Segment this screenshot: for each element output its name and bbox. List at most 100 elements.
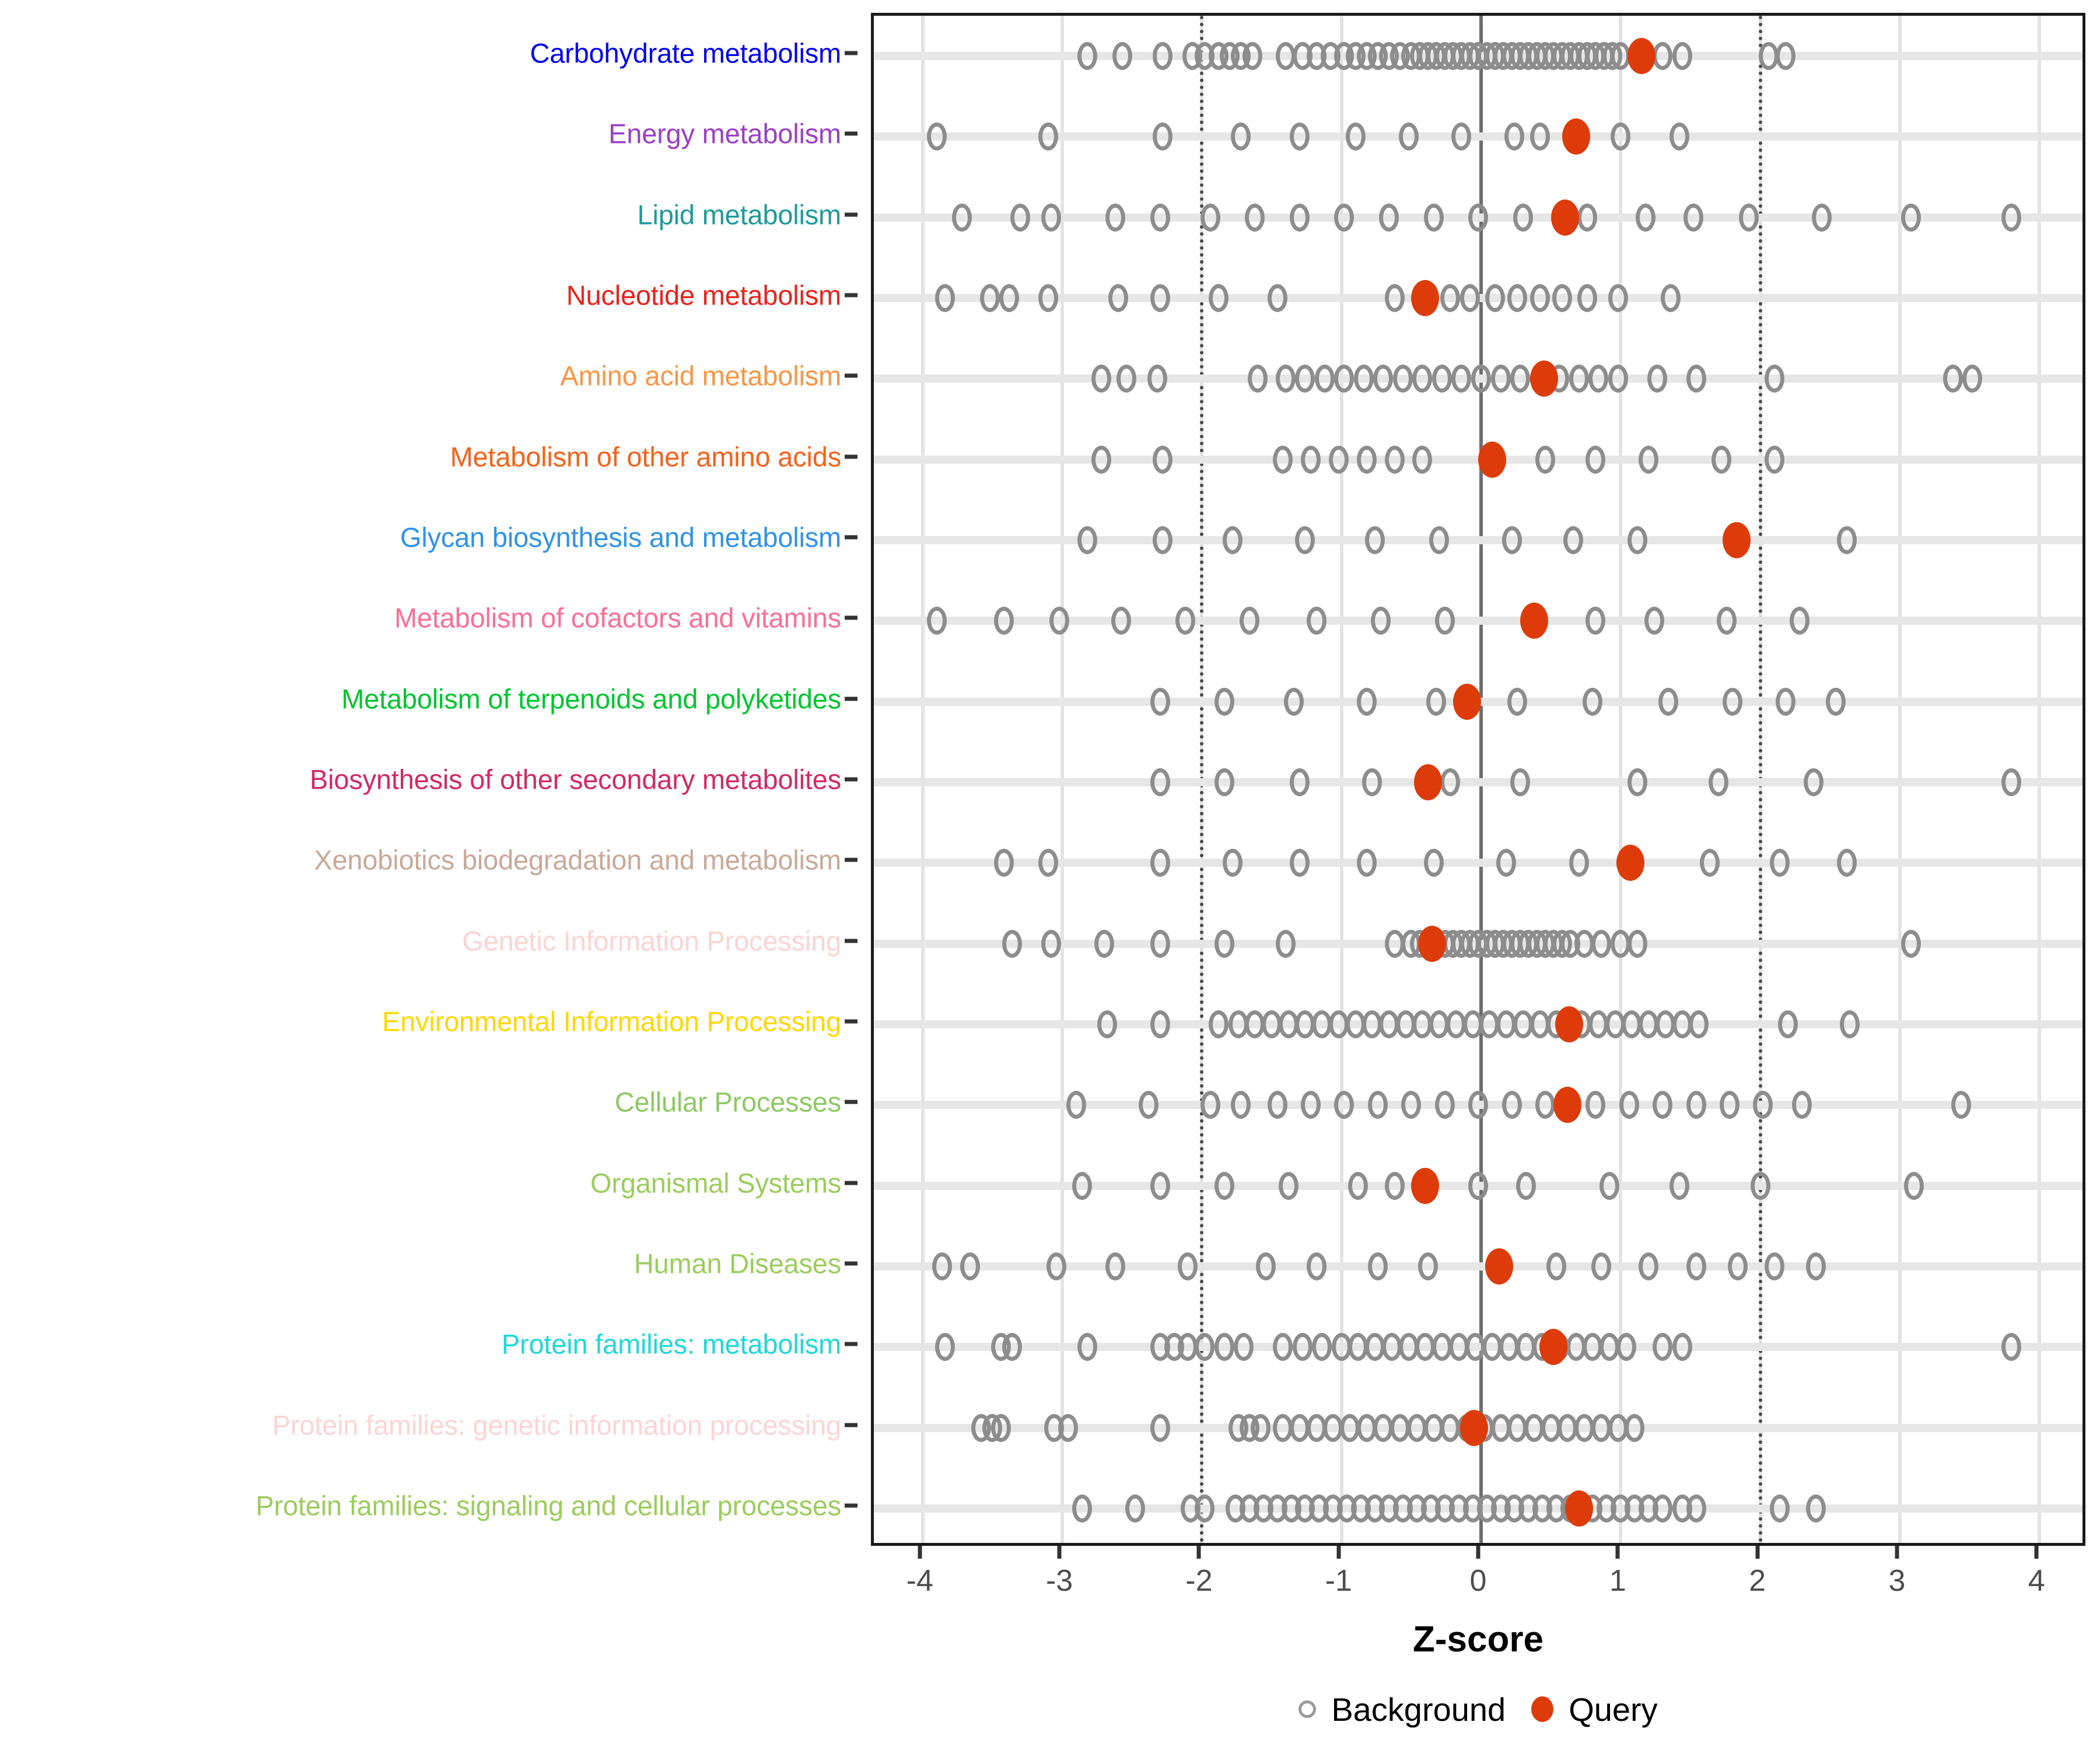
background-point: [1273, 1333, 1293, 1362]
background-point: [1038, 849, 1059, 877]
y-axis-tick: [845, 1342, 858, 1346]
query-point: [1555, 1006, 1583, 1042]
background-point: [1451, 123, 1472, 151]
background-point: [1153, 526, 1173, 555]
background-point: [1195, 1333, 1215, 1362]
background-point: [1434, 1091, 1455, 1119]
background-point: [935, 284, 956, 313]
background-point: [1661, 284, 1681, 313]
background-point: [1231, 123, 1251, 151]
background-point: [1569, 365, 1589, 393]
background-point: [1010, 203, 1031, 232]
background-point: [1577, 203, 1597, 232]
background-point: [1683, 203, 1703, 232]
background-point: [1764, 365, 1784, 393]
query-point: [1520, 603, 1548, 639]
background-point: [1728, 1252, 1748, 1280]
y-axis-label: Nucleotide metabolism: [566, 279, 841, 311]
background-point: [1284, 687, 1304, 716]
y-axis-label: Cellular Processes: [614, 1086, 841, 1118]
background-point: [1091, 365, 1112, 393]
background-point: [1825, 687, 1846, 716]
background-point: [1535, 1091, 1556, 1119]
y-axis-tick: [845, 1100, 858, 1104]
background-point: [1628, 929, 1648, 958]
y-axis-label: Protein families: signaling and cellular…: [256, 1490, 841, 1521]
background-point: [1901, 929, 1922, 958]
y-axis-label: Biosynthesis of other secondary metaboli…: [310, 764, 841, 795]
background-point: [1306, 1252, 1326, 1280]
y-axis-tick: [845, 131, 858, 136]
x-axis-tick: [1895, 1546, 1899, 1559]
query-point: [1530, 360, 1558, 397]
background-point: [1653, 1091, 1673, 1119]
query-point: [1562, 118, 1590, 155]
background-point: [1535, 445, 1556, 474]
background-point: [1367, 1252, 1388, 1280]
background-point: [1513, 203, 1533, 232]
background-point: [1150, 849, 1170, 877]
background-point: [1653, 1494, 1673, 1522]
background-point: [1150, 203, 1170, 232]
background-point: [1588, 365, 1609, 393]
background-point: [1836, 849, 1857, 877]
background-point: [1471, 365, 1491, 393]
background-point: [1373, 365, 1394, 393]
legend-item-background: Background: [1298, 1690, 1506, 1728]
background-point: [1379, 203, 1399, 232]
background-point: [1175, 607, 1195, 635]
query-point: [1553, 1087, 1582, 1124]
background-point: [1353, 365, 1374, 393]
background-point: [1275, 929, 1296, 958]
background-point: [1686, 365, 1706, 393]
background-point: [1770, 849, 1790, 877]
background-point: [1002, 929, 1022, 958]
x-axis: -4 -3 -2 -1 0 1 2 3 4: [871, 1546, 2085, 1616]
y-axis-tick: [845, 535, 858, 540]
chart-legend: Background Query: [871, 1677, 2085, 1741]
query-point: [1564, 1490, 1593, 1527]
x-axis-tick-label: 0: [1469, 1564, 1487, 1598]
background-point: [1150, 768, 1170, 796]
background-point: [1214, 687, 1234, 716]
background-point: [1672, 42, 1692, 71]
y-axis-tick: [845, 615, 858, 620]
background-point: [1639, 445, 1659, 474]
background-point: [1356, 445, 1377, 474]
legend-item-query: Query: [1531, 1690, 1658, 1728]
filled-circle-icon: [1531, 1696, 1554, 1722]
background-point: [1038, 123, 1059, 151]
background-point: [979, 284, 1000, 313]
y-axis-label-group: Carbohydrate metabolism Energy metabolism…: [0, 0, 858, 1546]
background-point: [1292, 1333, 1312, 1362]
background-point: [926, 607, 947, 635]
background-point: [1105, 1252, 1125, 1280]
background-point: [1778, 1010, 1798, 1038]
y-axis-label: Glycan biosynthesis and metabolism: [400, 522, 841, 553]
background-point: [1306, 607, 1326, 635]
background-point: [1275, 365, 1296, 393]
background-point: [1111, 607, 1131, 635]
background-point: [1583, 687, 1603, 716]
background-point: [1245, 203, 1265, 232]
background-point: [1248, 365, 1268, 393]
background-point: [1150, 687, 1170, 716]
query-point: [1411, 280, 1440, 317]
background-point: [1530, 123, 1550, 151]
background-point: [951, 203, 972, 232]
y-axis-label: Lipid metabolism: [637, 199, 842, 230]
background-point: [1150, 1413, 1170, 1442]
background-point: [1401, 1091, 1422, 1119]
background-point: [1775, 42, 1796, 71]
background-point: [1775, 687, 1796, 716]
background-point: [1289, 768, 1310, 796]
background-point: [1072, 1171, 1092, 1200]
background-point: [1502, 1091, 1522, 1119]
x-axis-tick: [1615, 1546, 1620, 1559]
background-point: [1468, 203, 1489, 232]
background-point: [1653, 1333, 1673, 1362]
background-point: [1440, 768, 1461, 796]
background-point: [1468, 1171, 1489, 1200]
background-point: [1708, 768, 1728, 796]
